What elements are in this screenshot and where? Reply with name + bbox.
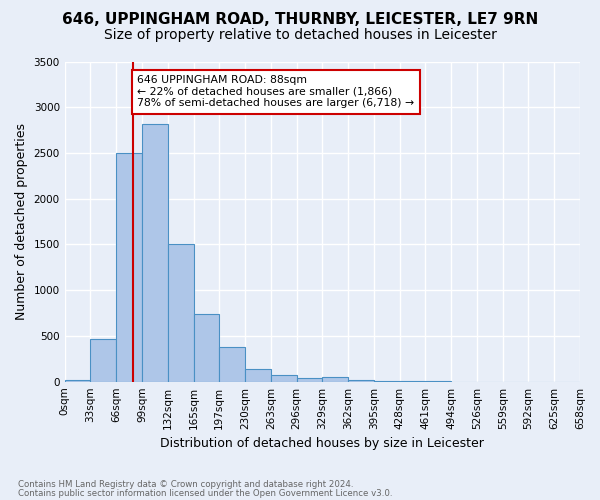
- Text: Size of property relative to detached houses in Leicester: Size of property relative to detached ho…: [104, 28, 496, 42]
- Bar: [322, 377, 348, 382]
- Bar: [168, 244, 193, 382]
- Bar: [245, 369, 271, 382]
- Bar: [219, 347, 245, 382]
- Y-axis label: Number of detached properties: Number of detached properties: [15, 123, 28, 320]
- Bar: [116, 153, 142, 382]
- Text: Contains public sector information licensed under the Open Government Licence v3: Contains public sector information licen…: [18, 489, 392, 498]
- Bar: [296, 378, 322, 382]
- Text: 646, UPPINGHAM ROAD, THURNBY, LEICESTER, LE7 9RN: 646, UPPINGHAM ROAD, THURNBY, LEICESTER,…: [62, 12, 538, 28]
- Bar: [193, 314, 219, 382]
- Bar: [142, 124, 168, 382]
- Text: Contains HM Land Registry data © Crown copyright and database right 2024.: Contains HM Land Registry data © Crown c…: [18, 480, 353, 489]
- Bar: [348, 380, 374, 382]
- Text: 646 UPPINGHAM ROAD: 88sqm
← 22% of detached houses are smaller (1,866)
78% of se: 646 UPPINGHAM ROAD: 88sqm ← 22% of detac…: [137, 75, 415, 108]
- Bar: [271, 376, 296, 382]
- Bar: [91, 338, 116, 382]
- Bar: [65, 380, 91, 382]
- X-axis label: Distribution of detached houses by size in Leicester: Distribution of detached houses by size …: [160, 437, 484, 450]
